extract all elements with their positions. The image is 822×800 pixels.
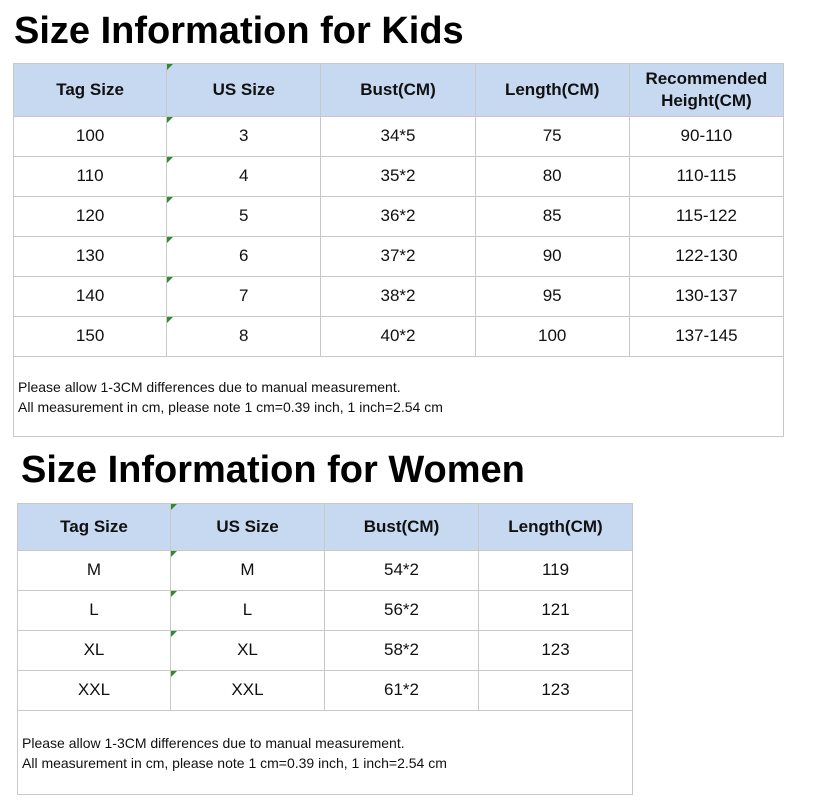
header-cell: US Size <box>171 503 325 551</box>
table-cell: 120 <box>13 197 168 237</box>
table-cell: 35*2 <box>321 157 476 197</box>
header-cell: Length(CM) <box>479 503 633 551</box>
table-cell: 119 <box>479 551 633 591</box>
header-cell: US Size <box>167 63 322 117</box>
table-cell: 56*2 <box>325 591 479 631</box>
note: Please allow 1-3CM differences due to ma… <box>18 378 401 395</box>
header-cell: Tag Size <box>13 63 168 117</box>
table-cell: 80 <box>475 157 630 197</box>
table-cell: 90-110 <box>629 117 784 157</box>
notes-box: Please allow 1-3CM differences due to ma… <box>13 357 784 437</box>
table-cell: 6 <box>167 237 322 277</box>
note: Please allow 1-3CM differences due to ma… <box>22 734 405 751</box>
header-cell: Bust(CM) <box>325 503 479 551</box>
table-cell: 121 <box>479 591 633 631</box>
table-cell: 140 <box>13 277 168 317</box>
notes-box: Please allow 1-3CM differences due to ma… <box>17 711 633 795</box>
table-cell: 38*2 <box>321 277 476 317</box>
table-cell: XXL <box>171 671 325 711</box>
table-cell: 8 <box>167 317 322 357</box>
table-cell: 110-115 <box>629 157 784 197</box>
table-cell: 100 <box>13 117 168 157</box>
table-cell: 54*2 <box>325 551 479 591</box>
table-cell: 40*2 <box>321 317 476 357</box>
table-cell: 58*2 <box>325 631 479 671</box>
table-cell: 95 <box>475 277 630 317</box>
header-cell: Tag Size <box>17 503 171 551</box>
table-cell: 130-137 <box>629 277 784 317</box>
table-cell: 85 <box>475 197 630 237</box>
table-cell: 5 <box>167 197 322 237</box>
table-cell: L <box>17 591 171 631</box>
table-cell: 115-122 <box>629 197 784 237</box>
section-title: Size Information for Women <box>21 449 525 491</box>
header-cell: Length(CM) <box>475 63 630 117</box>
table-cell: 123 <box>479 671 633 711</box>
table-cell: 61*2 <box>325 671 479 711</box>
table-cell: 110 <box>13 157 168 197</box>
table-cell: L <box>171 591 325 631</box>
note: All measurement in cm, please note 1 cm=… <box>22 754 447 771</box>
table-cell: 36*2 <box>321 197 476 237</box>
table-cell: 137-145 <box>629 317 784 357</box>
table-cell: 7 <box>167 277 322 317</box>
table-cell: 4 <box>167 157 322 197</box>
table-cell: 3 <box>167 117 322 157</box>
table-cell: M <box>17 551 171 591</box>
header-cell: Recommended Height(CM) <box>629 63 784 117</box>
note: All measurement in cm, please note 1 cm=… <box>18 398 443 415</box>
table-cell: 100 <box>475 317 630 357</box>
table-cell: 122-130 <box>629 237 784 277</box>
section-title: Size Information for Kids <box>14 10 464 52</box>
table-cell: 90 <box>475 237 630 277</box>
table-cell: XL <box>171 631 325 671</box>
table-cell: 34*5 <box>321 117 476 157</box>
table-cell: XL <box>17 631 171 671</box>
header-cell: Bust(CM) <box>321 63 476 117</box>
table-cell: 75 <box>475 117 630 157</box>
table-cell: 37*2 <box>321 237 476 277</box>
table-cell: XXL <box>17 671 171 711</box>
table-cell: M <box>171 551 325 591</box>
table-cell: 123 <box>479 631 633 671</box>
table-cell: 150 <box>13 317 168 357</box>
table-cell: 130 <box>13 237 168 277</box>
